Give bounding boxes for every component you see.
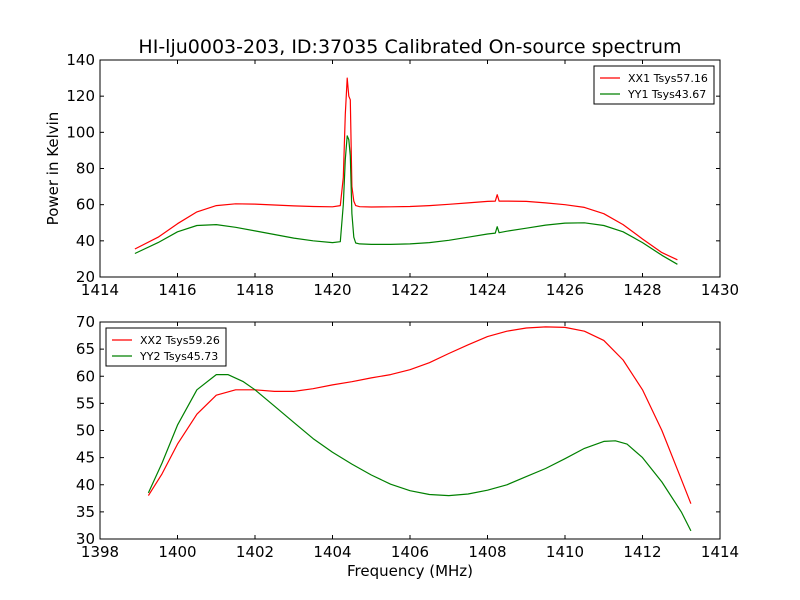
y-tick-label: 60 — [76, 367, 95, 385]
legend: XX2 Tsys59.26 YY2 Tsys45.73 — [105, 327, 227, 367]
legend: XX1 Tsys57.16 YY1 Tsys43.67 — [593, 65, 715, 105]
x-tick-label: 1414 — [701, 543, 739, 561]
y-tick-label: 40 — [76, 476, 95, 494]
y-tick-label: 45 — [76, 449, 95, 467]
x-tick-label: 1398 — [81, 543, 119, 561]
y-tick-label: 60 — [76, 196, 95, 214]
top-spectrum-panel: 1414 1416 1418 1420 1422 1424 1426 1428 1430 20 40… — [44, 51, 739, 299]
y-tick-label: 100 — [66, 123, 95, 141]
y-tick-label: 55 — [76, 394, 95, 412]
x-tick-label: 1426 — [546, 281, 584, 299]
x-tick-label: 1408 — [468, 543, 506, 561]
x-tick-label: 1430 — [701, 281, 739, 299]
y-tick-label: 120 — [66, 87, 95, 105]
x-tick-label: 1424 — [468, 281, 506, 299]
y-tick-label: 70 — [76, 313, 95, 331]
legend-box — [105, 327, 227, 367]
x-tick-label: 1428 — [623, 281, 661, 299]
legend-entry: YY2 Tsys45.73 — [139, 350, 218, 363]
x-tick-label: 1416 — [158, 281, 196, 299]
legend-entry: YY1 Tsys43.67 — [627, 88, 706, 101]
figure-title: HI-lju0003-203, ID:37035 Calibrated On-s… — [138, 36, 681, 58]
x-tick-label: 1402 — [236, 543, 274, 561]
y-tick-label: 40 — [76, 232, 95, 250]
series-line-2 — [134, 135, 678, 265]
x-tick-label: 1412 — [623, 543, 661, 561]
legend-entry: XX2 Tsys59.26 — [140, 334, 220, 347]
y-tick-label: 35 — [76, 503, 95, 521]
legend-box — [593, 65, 715, 105]
x-tick-label: 1420 — [313, 281, 351, 299]
x-tick-label: 1414 — [81, 281, 119, 299]
y-tick-label: 30 — [76, 530, 95, 548]
y-tick-label: 80 — [76, 160, 95, 178]
x-tick-label: 1418 — [236, 281, 274, 299]
y-tick-label: 140 — [66, 51, 95, 69]
series-line-1 — [134, 77, 678, 261]
legend-entry: XX1 Tsys57.16 — [628, 72, 708, 85]
y-tick-label: 65 — [76, 340, 95, 358]
x-tick-label: 1400 — [158, 543, 196, 561]
series-line-2 — [147, 374, 692, 532]
x-tick-label: 1410 — [546, 543, 584, 561]
x-tick-label: 1422 — [391, 281, 429, 299]
series-line-1 — [147, 326, 692, 504]
x-axis-label: Frequency (MHz) — [347, 562, 473, 580]
y-axis-label: Power in Kelvin — [44, 112, 62, 226]
bottom-spectrum-panel: 1398 1400 1402 1404 1406 1408 1410 1412 1414 30 35… — [76, 313, 739, 580]
y-tick-label: 20 — [76, 268, 95, 286]
x-tick-label: 1406 — [391, 543, 429, 561]
x-tick-label: 1404 — [313, 543, 351, 561]
y-tick-label: 50 — [76, 422, 95, 440]
